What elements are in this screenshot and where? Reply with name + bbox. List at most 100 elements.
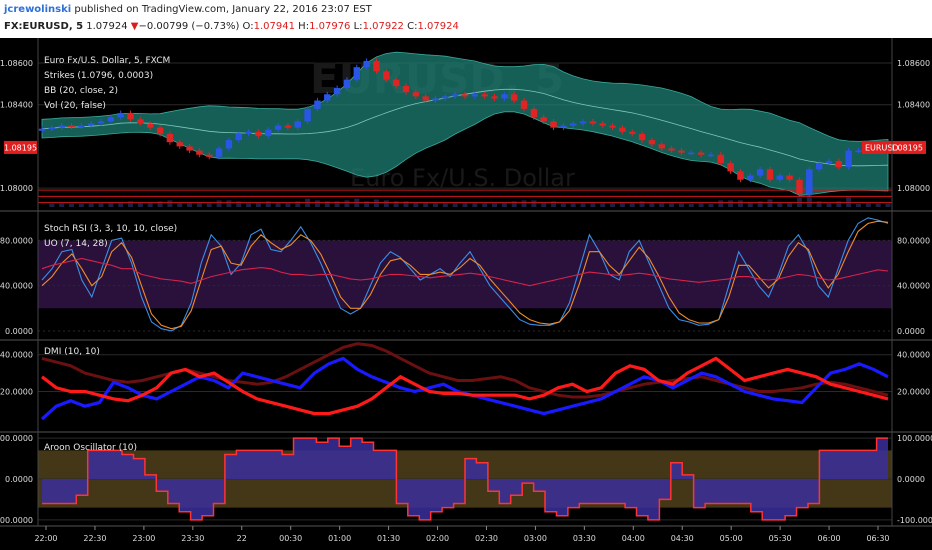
chart-canvas[interactable]: EURUSD, 5 Euro Fx/U.S. Dollar Euro Fx/U.… [0, 38, 932, 550]
volume-bar [826, 203, 832, 207]
volume-bar [482, 203, 488, 207]
volume-bar [501, 202, 507, 207]
uo-line [41, 257, 889, 287]
volume-bar [157, 201, 163, 207]
aroon-pane[interactable]: Aroon Oscillator (10) 100.0000 100.0000 0.… [0, 434, 932, 525]
strike-lines [38, 189, 892, 204]
volume-bar [167, 200, 173, 207]
time-axis: 22:00 22:30 23:00 23:30 22 00:30 01:00 01:30 02:… [34, 526, 890, 543]
time-label: 05:30 [769, 534, 792, 543]
candle-body [107, 117, 115, 122]
volume-bar [777, 202, 783, 207]
time-label: 03:00 [524, 534, 547, 543]
candle-body [668, 148, 675, 151]
volume-bar [521, 200, 527, 207]
volume-bar [206, 203, 212, 207]
volume-bar [718, 200, 724, 207]
candle-body [314, 100, 321, 109]
candle-body [245, 131, 252, 134]
candle-body [737, 171, 744, 180]
candle-body [707, 154, 715, 157]
candle-body [776, 175, 783, 180]
uo-label: UO (7, 14, 28) [44, 239, 108, 249]
volume-bar [383, 200, 389, 207]
y-tick-left: -100.0000 [0, 516, 33, 525]
candle-body [383, 71, 390, 80]
volume-bar [747, 202, 753, 207]
candle-body [127, 113, 134, 120]
price-change: −0.00799 (−0.73%) [138, 21, 240, 32]
close-label: C: [407, 21, 418, 32]
volume-bar [187, 202, 193, 207]
volume-bar [147, 202, 153, 207]
candle-body [373, 60, 380, 72]
volume-bar [393, 201, 399, 207]
volume-bar [88, 203, 94, 207]
candle-body [451, 94, 459, 97]
candle-body [274, 125, 282, 130]
time-label: 04:00 [622, 534, 645, 543]
volume-bar [59, 203, 65, 207]
volume-bar [580, 203, 586, 207]
price-pane[interactable]: EURUSD, 5 Euro Fx/U.S. Dollar Euro Fx/U.… [0, 51, 930, 207]
volume-bar [275, 202, 281, 207]
time-label: 22:30 [83, 534, 106, 543]
volume-bar [659, 202, 665, 207]
volume-bar [128, 201, 134, 207]
candle-body [638, 133, 646, 141]
dmi-minus-line [41, 356, 889, 416]
candle-body [471, 94, 479, 97]
candle-body [442, 96, 449, 99]
stoch-k-line [41, 217, 889, 332]
symbol-line: FX:EURUSD, 5 1.07924 ▼−0.00799 (−0.73%) … [4, 21, 459, 32]
candle-body [432, 98, 439, 101]
price-axis: 1.08600 1.08600 1.08400 1.08400 1.08000 1.080… [0, 59, 930, 193]
candle-body [392, 79, 400, 86]
candle-body [422, 96, 429, 101]
dmi-pane[interactable]: DMI (10, 10) 40.0000 40.0000 20.0000 20.000… [0, 342, 930, 421]
stoch-rsi-pane[interactable]: Stoch RSI (3, 3, 10, 10, close) UO (7, 1… [0, 217, 930, 336]
candle-body [68, 125, 75, 128]
volume-bar [285, 203, 291, 207]
volume-bar [531, 200, 537, 207]
candle-body [294, 121, 301, 128]
stoch-d-line [41, 220, 889, 330]
volume-bar [728, 200, 734, 207]
volume-bar [865, 203, 871, 207]
volume-bar [324, 201, 330, 207]
time-label: 06:30 [866, 534, 889, 543]
volume-bar [364, 201, 370, 207]
volume-bar [78, 203, 84, 207]
published-text: published on TradingView.com, January 22… [74, 4, 372, 15]
volume-bar [403, 201, 409, 207]
volume-bar [98, 203, 104, 207]
volume-bar [69, 203, 75, 207]
high-value: 1.07976 [309, 21, 351, 32]
volume-bar [472, 203, 478, 207]
aroon-axis: 100.0000 100.0000 0.0000 0.0000 -100.0000 -10… [0, 434, 932, 525]
volume-bar [855, 204, 861, 207]
price-badges: 1.08195 EURUSD 1.08195 [4, 140, 926, 154]
volume-bar [492, 203, 498, 207]
volume-bar [688, 204, 694, 207]
candle-body [255, 131, 262, 136]
candle-body [560, 125, 567, 128]
volume-bar [246, 203, 252, 207]
volume-bar [629, 203, 635, 207]
volume-bar [236, 201, 242, 207]
volume-bar [669, 203, 675, 207]
candle-body [727, 163, 734, 172]
candle-body [747, 175, 754, 180]
candle-body [265, 129, 272, 136]
publish-line: jcrewolinski published on TradingView.co… [4, 4, 372, 15]
candle-body [196, 150, 203, 155]
volume-bar [757, 201, 763, 207]
time-label: 22:00 [34, 534, 57, 543]
candle-body [304, 108, 311, 122]
volume-bar [885, 203, 891, 207]
author-link[interactable]: jcrewolinski [4, 4, 72, 15]
candle-body [324, 94, 331, 101]
open-value: 1.07941 [253, 21, 295, 32]
time-label: 23:30 [181, 534, 204, 543]
strikes-label: Strikes (1.0796, 0.0003) [44, 71, 153, 81]
